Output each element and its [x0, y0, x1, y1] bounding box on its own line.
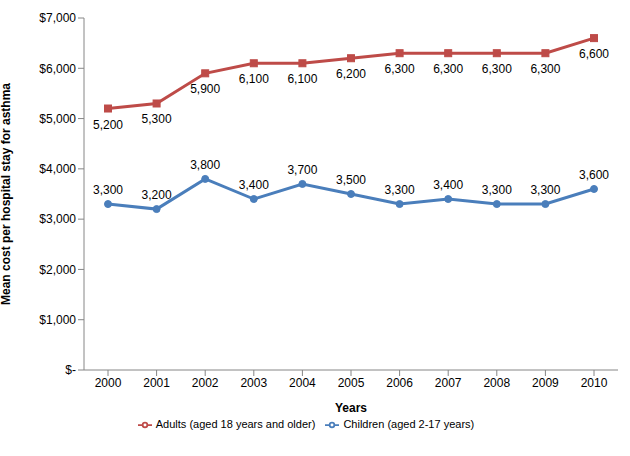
svg-text:Years: Years — [335, 401, 367, 415]
svg-text:2008: 2008 — [483, 376, 510, 390]
svg-text:$6,000: $6,000 — [39, 62, 76, 76]
svg-text:6,300: 6,300 — [530, 62, 560, 76]
svg-text:3,500: 3,500 — [336, 173, 366, 187]
svg-text:3,800: 3,800 — [190, 158, 220, 172]
svg-text:6,600: 6,600 — [579, 47, 609, 61]
svg-text:3,300: 3,300 — [93, 183, 123, 197]
svg-text:$5,000: $5,000 — [39, 112, 76, 126]
svg-text:2001: 2001 — [143, 376, 170, 390]
svg-text:2009: 2009 — [532, 376, 559, 390]
svg-text:3,300: 3,300 — [530, 183, 560, 197]
svg-text:6,300: 6,300 — [433, 62, 463, 76]
svg-text:2003: 2003 — [240, 376, 267, 390]
svg-text:6,300: 6,300 — [385, 62, 415, 76]
svg-text:2000: 2000 — [95, 376, 122, 390]
svg-text:6,200: 6,200 — [336, 67, 366, 81]
html-text:Adults (aged 18 years and olde: Adults (aged 18 years and older) — [155, 418, 316, 430]
svg-text:6,100: 6,100 — [287, 72, 317, 86]
svg-text:3,700: 3,700 — [287, 163, 317, 177]
svg-text:3,400: 3,400 — [433, 178, 463, 192]
svg-text:Mean cost per hospital stay fo: Mean cost per hospital stay for asthma — [8, 83, 13, 305]
svg-text:2004: 2004 — [289, 376, 316, 390]
svg-text:3,300: 3,300 — [385, 183, 415, 197]
svg-text:6,300: 6,300 — [482, 62, 512, 76]
svg-text:$4,000: $4,000 — [39, 162, 76, 176]
svg-text:$-: $- — [65, 363, 76, 377]
svg-text:5,300: 5,300 — [142, 112, 172, 126]
svg-text:2010: 2010 — [581, 376, 608, 390]
svg-text:3,300: 3,300 — [482, 183, 512, 197]
svg-text:2006: 2006 — [386, 376, 413, 390]
svg-text:3,200: 3,200 — [142, 188, 172, 202]
html-text:Children (aged 2-17 years): Children (aged 2-17 years) — [343, 418, 475, 430]
svg-text:$2,000: $2,000 — [39, 263, 76, 277]
svg-text:6,100: 6,100 — [239, 72, 269, 86]
svg-text:3,600: 3,600 — [579, 168, 609, 182]
svg-text:3,400: 3,400 — [239, 178, 269, 192]
svg-text:5,200: 5,200 — [93, 118, 123, 132]
svg-text:5,900: 5,900 — [190, 82, 220, 96]
svg-text:2002: 2002 — [192, 376, 219, 390]
svg-text:$7,000: $7,000 — [39, 11, 76, 25]
svg-text:$1,000: $1,000 — [39, 313, 76, 327]
svg-text:$3,000: $3,000 — [39, 212, 76, 226]
svg-text:2007: 2007 — [435, 376, 462, 390]
svg-text:2005: 2005 — [338, 376, 365, 390]
